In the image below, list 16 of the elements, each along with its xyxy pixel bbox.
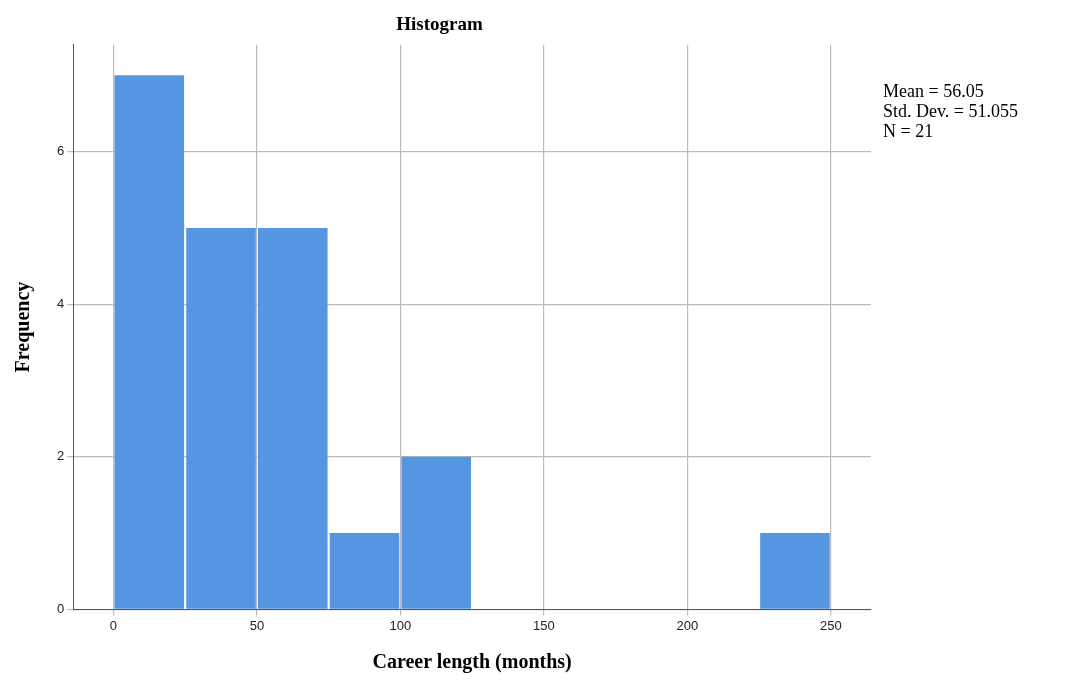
x-tick-label: 250 <box>819 617 842 633</box>
x-tick-label: 100 <box>389 617 412 633</box>
x-tick-label: 150 <box>533 617 555 633</box>
y-tick-label: 2 <box>57 448 65 464</box>
x-tick-label: 200 <box>676 617 699 633</box>
text: Std. Dev. = 51.055 <box>883 100 1018 121</box>
text: Mean = 56.05 <box>883 80 984 101</box>
x-axis-title: Career length (months) <box>372 650 572 674</box>
x-tick-label: 0 <box>109 617 118 633</box>
y-tick-label: 0 <box>57 600 65 616</box>
chart-title: Histogram <box>396 13 483 35</box>
x-tick-label: 50 <box>249 617 265 633</box>
y-tick-label: 6 <box>57 143 65 159</box>
y-tick-label: 4 <box>57 295 65 311</box>
y-axis-title: Frequency <box>11 281 35 373</box>
text: N = 21 <box>883 120 934 141</box>
